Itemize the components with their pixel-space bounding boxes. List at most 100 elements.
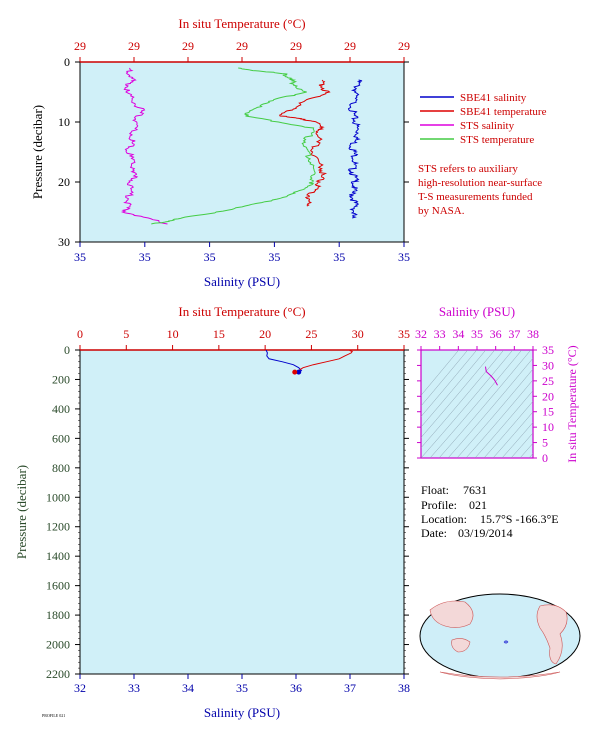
lower-temp-tick-label: 25	[305, 327, 317, 341]
ts-density-contour	[438, 350, 532, 458]
upper-temp-axis-title: In situ Temperature (°C)	[178, 16, 305, 31]
profile-label: Profile:	[421, 498, 457, 512]
map-land-australia	[451, 638, 471, 653]
lower-pres-tick-label: 1400	[46, 549, 70, 563]
lower-pres-tick-label: 1600	[46, 579, 70, 593]
upper-temp-tick-label: 29	[398, 39, 410, 53]
float-location-marker: *	[503, 638, 509, 650]
upper-pres-tick-label: 10	[58, 115, 70, 129]
note-line: T-S measurements funded	[418, 191, 533, 203]
ts-temp-tick-label: 20	[542, 389, 554, 403]
map-land-americas	[536, 604, 568, 665]
note-line: by NASA.	[418, 205, 465, 217]
ts-density-contours	[421, 350, 533, 458]
lower-plot-area	[79, 349, 405, 675]
upper-sal-axis-title: Salinity (PSU)	[204, 274, 280, 289]
ts-density-contour	[421, 350, 487, 428]
ts-temp-tick-label: 25	[542, 374, 554, 388]
upper-sal-tick-label: 35	[268, 250, 280, 264]
lower-sal-tick-label: 36	[290, 681, 302, 695]
upper-sal-tick-label: 35	[398, 250, 410, 264]
upper-temp-tick-label: 29	[236, 39, 248, 53]
ts-density-contour	[421, 350, 505, 449]
ts-density-contour	[510, 432, 533, 458]
legend-label: STS temperature	[460, 134, 534, 146]
ts-temp-axis-title: In situ Temperature (°C)	[565, 345, 579, 462]
upper-series-line	[151, 67, 316, 225]
lower-sal-tick-label: 33	[128, 681, 140, 695]
ts-sal-axis-title: Salinity (PSU)	[439, 304, 515, 319]
lower-temp-tick-label: 10	[167, 327, 179, 341]
lower-pres-tick-label: 1200	[46, 520, 70, 534]
lower-pres-axis-title: Pressure (decibar)	[14, 465, 29, 559]
ts-sal-tick-label: 34	[452, 327, 464, 341]
ts-density-contour	[421, 350, 496, 438]
ts-sal-tick-label: 38	[527, 327, 539, 341]
note-line: STS refers to auxiliary	[418, 163, 518, 175]
ts-density-contour	[429, 350, 523, 458]
location-value: 15.7°S -166.3°E	[480, 512, 559, 526]
float-label: Float:	[421, 483, 449, 497]
lower-pres-tick-label: 2000	[46, 638, 70, 652]
ts-density-contour	[474, 390, 533, 458]
ts-temp-tick-label: 30	[542, 358, 554, 372]
ts-density-contour	[421, 350, 469, 407]
ts-density-contour	[456, 368, 533, 458]
lower-pres-tick-label: 600	[52, 431, 70, 445]
lower-sal-tick-label: 35	[236, 681, 248, 695]
upper-temp-tick-label: 29	[182, 39, 194, 53]
lower-pres-tick-label: 2200	[46, 667, 70, 681]
lower-sal-axis-title: Salinity (PSU)	[204, 705, 280, 720]
upper-temp-tick-label: 29	[344, 39, 356, 53]
ts-density-contour	[492, 411, 533, 458]
upper-sal-tick-label: 35	[204, 250, 216, 264]
lower-panel: In situ Temperature (°C) Salinity (PSU) …	[14, 304, 410, 720]
lower-temperature-end-marker	[292, 369, 298, 375]
upper-plot-area	[79, 61, 405, 243]
lower-temperature-line	[294, 349, 353, 373]
lower-temp-tick-label: 15	[213, 327, 225, 341]
sts-note: STS refers to auxiliary high-resolution n…	[418, 163, 542, 217]
ts-density-contour	[501, 422, 533, 458]
ts-sal-tick-label: 33	[434, 327, 446, 341]
ts-temp-tick-label: 10	[542, 420, 554, 434]
ts-density-contour	[421, 350, 478, 417]
lower-temp-tick-label: 30	[352, 327, 364, 341]
ts-temp-tick-label: 35	[542, 343, 554, 357]
date-value: 03/19/2014	[458, 526, 513, 540]
upper-pres-axis-title: Pressure (decibar)	[30, 105, 45, 199]
lower-pres-tick-label: 200	[52, 372, 70, 386]
ts-sal-tick-label: 35	[471, 327, 483, 341]
map-land-asia	[429, 600, 474, 628]
lower-salinity-line	[265, 350, 303, 373]
ts-density-contour	[421, 350, 460, 396]
upper-temp-tick-label: 29	[128, 39, 140, 53]
ts-sal-tick-label: 37	[508, 327, 520, 341]
lower-series	[265, 349, 353, 375]
upper-sal-tick-label: 35	[74, 250, 86, 264]
ts-diagram: Salinity (PSU) In situ Temperature (°C) …	[415, 304, 579, 465]
ts-series	[484, 365, 498, 386]
lower-temp-tick-label: 0	[77, 327, 83, 341]
ts-curve	[484, 365, 498, 386]
upper-series-line	[347, 79, 363, 219]
upper-sal-tick-label: 35	[139, 250, 151, 264]
upper-sal-tick-label: 35	[333, 250, 345, 264]
upper-pres-tick-label: 30	[58, 235, 70, 249]
float-value: 7631	[463, 483, 487, 497]
lower-sal-tick-label: 38	[398, 681, 410, 695]
lower-ticks: 0 5 10 15 20 25 30 35 32 33 34 35 36 37 38 0 200 400 600 80…	[46, 327, 410, 695]
note-line: high-resolution near-surface	[418, 177, 542, 189]
legend: SBE41 salinity SBE41 temperature STS salin…	[420, 92, 547, 146]
ts-density-contour	[421, 350, 514, 458]
upper-temp-tick-label: 29	[290, 39, 302, 53]
lower-salinity-end-marker	[296, 369, 302, 375]
ts-temp-tick-label: 5	[542, 436, 548, 450]
date-label: Date:	[421, 526, 447, 540]
upper-series	[120, 67, 363, 225]
location-label: Location:	[421, 512, 467, 526]
upper-pres-tick-label: 0	[64, 55, 70, 69]
lower-pres-tick-label: 400	[52, 402, 70, 416]
